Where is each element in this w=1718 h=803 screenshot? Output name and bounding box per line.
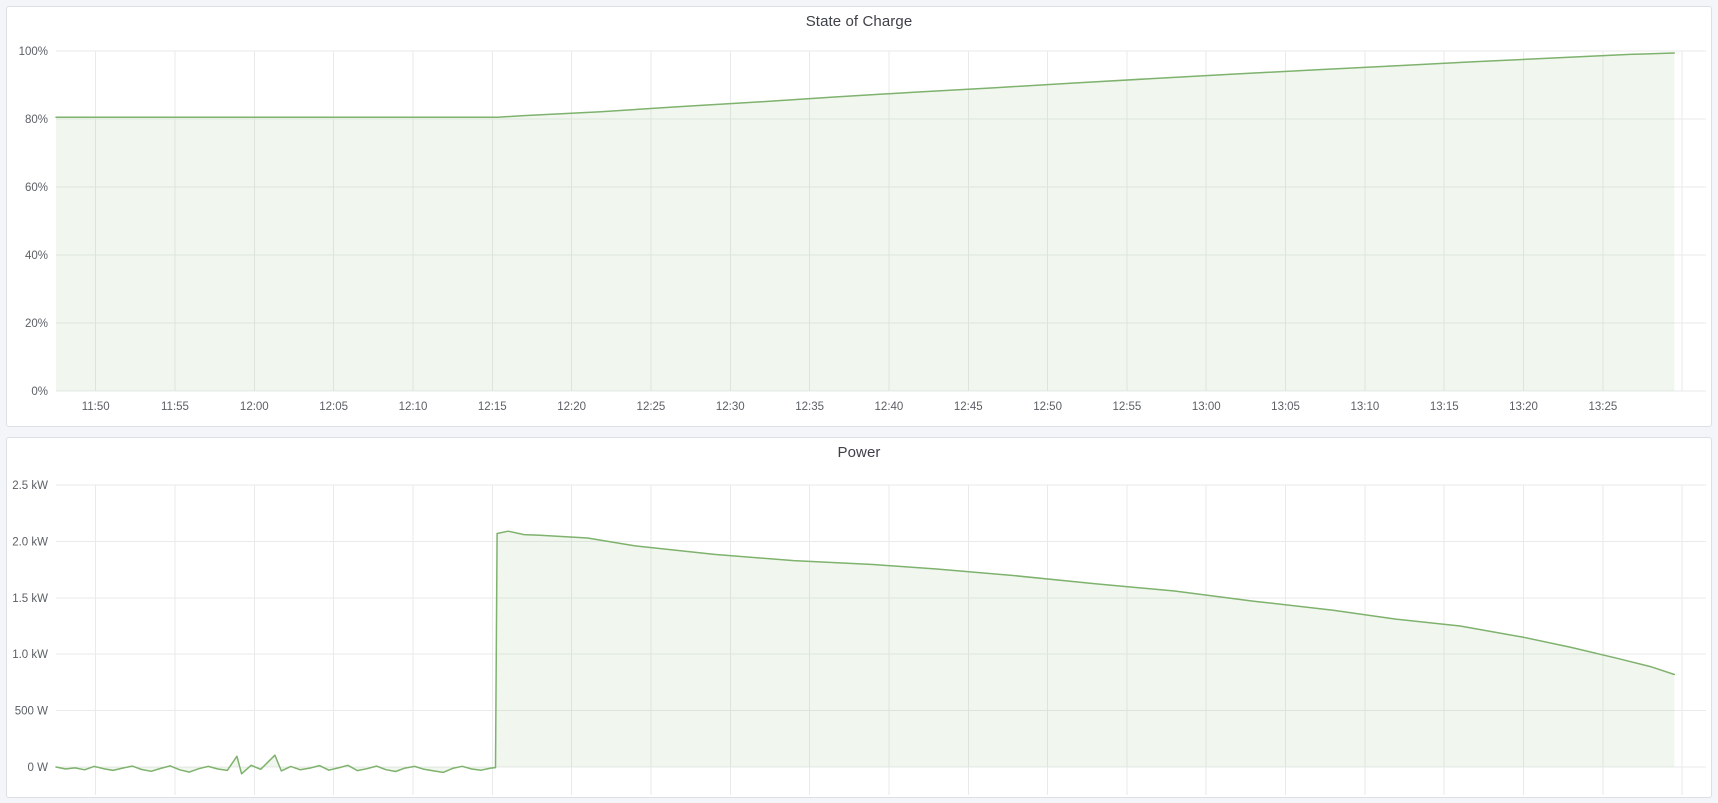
x-tick-label: 12:10	[399, 401, 428, 413]
soc-chart[interactable]: 0% 20% 40% 60% 80% 100% 11:50 11:55 12:00 12:05 12…	[7, 7, 1711, 426]
axis-labels: 0% 20% 40% 60% 80% 100% 11:50 11:55 12:00 12:05 12…	[19, 46, 1618, 413]
x-tick-label: 13:20	[1509, 401, 1538, 413]
grid	[56, 484, 1706, 795]
x-tick-label: 12:25	[637, 401, 666, 413]
series-area	[56, 531, 1675, 774]
x-tick-label: 12:45	[954, 401, 983, 413]
y-tick-label: 40%	[25, 250, 48, 262]
x-tick-label: 12:30	[716, 401, 745, 413]
x-tick-label: 12:35	[795, 401, 824, 413]
power-panel: Power 0 W 500 W 1.0 kW 1.5 kW 2.0 kW 2.5 kW	[6, 437, 1712, 798]
chart-svg-0: 0% 20% 40% 60% 80% 100% 11:50 11:55 12:00 12:05 12…	[19, 46, 1706, 413]
x-tick-label: 13:25	[1588, 401, 1617, 413]
x-tick-label: 12:05	[319, 401, 348, 413]
x-tick-label: 12:15	[478, 401, 507, 413]
y-tick-label: 0 W	[28, 762, 49, 774]
x-tick-label: 12:40	[875, 401, 904, 413]
series-line	[55, 530, 1676, 775]
x-tick-label: 13:15	[1430, 401, 1459, 413]
x-tick-label: 13:05	[1271, 401, 1300, 413]
y-tick-label: 60%	[25, 182, 48, 194]
x-tick-label: 11:50	[82, 401, 110, 413]
y-tick-label: 80%	[25, 114, 48, 126]
grid	[56, 50, 1706, 392]
y-tick-label: 2.5 kW	[12, 480, 48, 492]
soc-panel: State of Charge 0% 20% 40% 60% 80% 100% 11:50 1…	[6, 6, 1712, 427]
axis-labels: 0 W 500 W 1.0 kW 1.5 kW 2.0 kW 2.5 kW	[12, 480, 48, 774]
x-tick-label: 11:55	[161, 401, 189, 413]
series-line	[55, 52, 1676, 119]
y-tick-label: 1.0 kW	[12, 649, 48, 661]
y-tick-label: 2.0 kW	[12, 536, 48, 548]
y-tick-label: 500 W	[15, 706, 48, 718]
power-chart[interactable]: 0 W 500 W 1.0 kW 1.5 kW 2.0 kW 2.5 kW	[7, 438, 1711, 797]
x-tick-label: 13:10	[1351, 401, 1380, 413]
series-area	[56, 53, 1675, 391]
chart-svg-1: 0 W 500 W 1.0 kW 1.5 kW 2.0 kW 2.5 kW	[12, 480, 1706, 795]
x-tick-label: 13:00	[1192, 401, 1221, 413]
soc-panel-title: State of Charge	[805, 13, 913, 30]
x-tick-label: 12:50	[1033, 401, 1062, 413]
y-tick-label: 0%	[31, 386, 48, 398]
x-tick-label: 12:55	[1113, 401, 1142, 413]
x-tick-label: 12:00	[240, 401, 269, 413]
y-tick-label: 20%	[25, 318, 48, 330]
y-tick-label: 1.5 kW	[12, 593, 48, 605]
power-panel-title: Power	[837, 444, 881, 461]
x-tick-label: 12:20	[557, 401, 586, 413]
y-tick-label: 100%	[19, 46, 48, 58]
